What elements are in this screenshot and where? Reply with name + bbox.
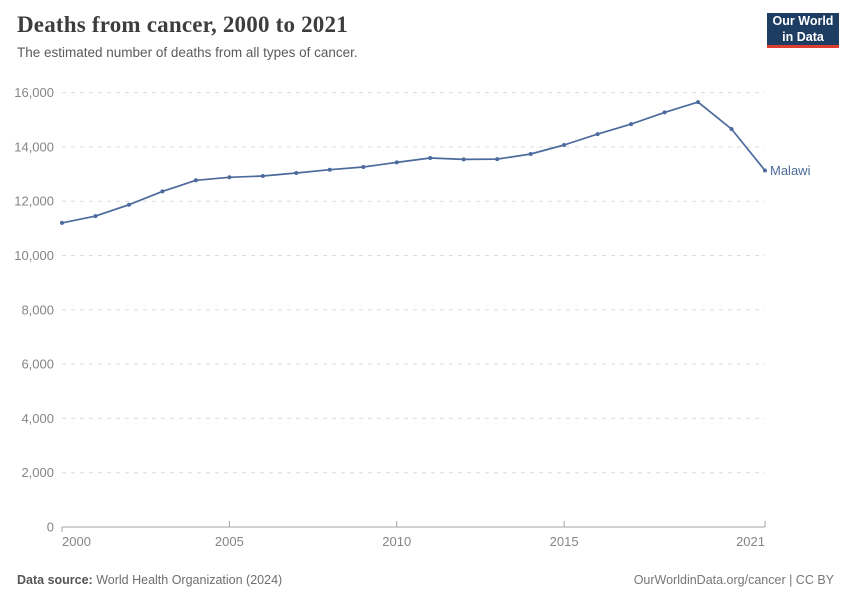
series-end-label[interactable]: Malawi	[770, 163, 811, 178]
data-point[interactable]	[428, 156, 433, 160]
y-tick-label: 6,000	[21, 357, 54, 372]
data-point[interactable]	[193, 178, 198, 183]
data-point[interactable]	[60, 220, 64, 225]
x-tick-label: 2021	[736, 534, 765, 549]
chart-header: Deaths from cancer, 2000 to 2021 The est…	[17, 12, 358, 60]
data-point[interactable]	[327, 167, 332, 172]
page-title: Deaths from cancer, 2000 to 2021	[17, 12, 348, 37]
data-point[interactable]	[528, 152, 533, 156]
data-point[interactable]	[93, 214, 98, 219]
data-point[interactable]	[461, 157, 466, 162]
data-point[interactable]	[227, 175, 232, 180]
logo-line-2: in Data	[782, 30, 824, 44]
data-point[interactable]	[562, 143, 567, 147]
x-tick-label: 2000	[62, 534, 91, 549]
y-tick-label: 12,000	[14, 194, 54, 209]
data-point[interactable]	[662, 110, 667, 115]
x-tick-label: 2015	[550, 534, 579, 549]
y-tick-label: 16,000	[14, 85, 54, 100]
data-point[interactable]	[160, 189, 165, 194]
y-tick-label: 10,000	[14, 248, 54, 263]
owid-logo[interactable]: Our World in Data	[767, 13, 839, 48]
data-point[interactable]	[294, 171, 299, 175]
data-point[interactable]	[127, 202, 131, 207]
data-point[interactable]	[595, 132, 600, 137]
x-tick-label: 2010	[382, 534, 411, 549]
y-tick-label: 14,000	[14, 139, 54, 154]
data-point[interactable]	[495, 157, 500, 162]
data-point[interactable]	[629, 122, 634, 127]
data-source-value: World Health Organization (2024)	[92, 573, 283, 587]
x-tick-label: 2005	[215, 534, 244, 549]
data-source: Data source: World Health Organization (…	[17, 573, 282, 587]
series-line	[61, 101, 766, 224]
chart-footer: Data source: World Health Organization (…	[17, 573, 834, 587]
data-point[interactable]	[696, 100, 700, 105]
y-tick-label: 0	[47, 520, 54, 535]
data-point[interactable]	[729, 127, 734, 131]
data-point[interactable]	[260, 174, 265, 178]
y-tick-label: 2,000	[21, 465, 54, 480]
data-point[interactable]	[394, 160, 399, 165]
y-tick-label: 4,000	[21, 411, 54, 426]
chart-subtitle: The estimated number of deaths from all …	[17, 45, 358, 60]
data-point[interactable]	[361, 165, 366, 169]
logo-line-1: Our World	[772, 14, 834, 28]
data-point[interactable]	[763, 168, 767, 173]
y-tick-label: 8,000	[21, 302, 54, 317]
license-link[interactable]: OurWorldinData.org/cancer | CC BY	[633, 573, 834, 587]
data-source-label: Data source:	[17, 573, 93, 587]
